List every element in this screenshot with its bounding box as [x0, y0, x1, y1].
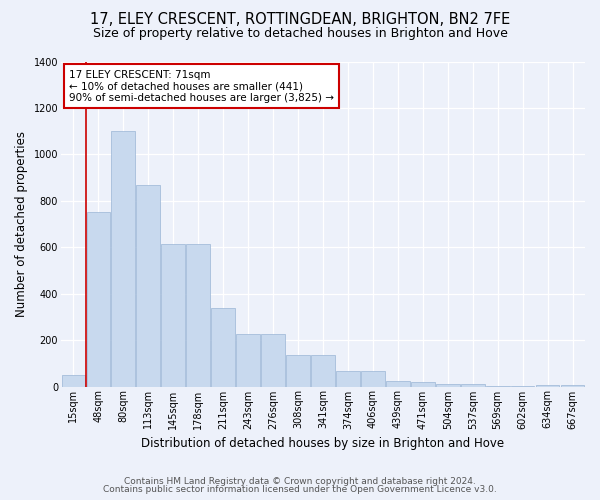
Y-axis label: Number of detached properties: Number of detached properties — [15, 131, 28, 317]
Text: Contains public sector information licensed under the Open Government Licence v3: Contains public sector information licen… — [103, 485, 497, 494]
Bar — [112, 131, 135, 386]
Bar — [161, 244, 185, 386]
Bar — [336, 370, 360, 386]
X-axis label: Distribution of detached houses by size in Brighton and Hove: Distribution of detached houses by size … — [142, 437, 505, 450]
Bar — [386, 380, 410, 386]
Bar — [436, 384, 460, 386]
Bar — [62, 375, 85, 386]
Bar — [236, 334, 260, 386]
Bar — [461, 384, 485, 386]
Bar — [86, 212, 110, 386]
Bar — [187, 244, 210, 386]
Bar — [286, 355, 310, 386]
Bar — [361, 370, 385, 386]
Bar — [261, 334, 285, 386]
Text: 17 ELEY CRESCENT: 71sqm
← 10% of detached houses are smaller (441)
90% of semi-d: 17 ELEY CRESCENT: 71sqm ← 10% of detache… — [69, 70, 334, 103]
Bar — [136, 184, 160, 386]
Text: Size of property relative to detached houses in Brighton and Hove: Size of property relative to detached ho… — [92, 28, 508, 40]
Bar — [311, 355, 335, 386]
Bar — [211, 308, 235, 386]
Bar — [411, 382, 434, 386]
Text: 17, ELEY CRESCENT, ROTTINGDEAN, BRIGHTON, BN2 7FE: 17, ELEY CRESCENT, ROTTINGDEAN, BRIGHTON… — [90, 12, 510, 28]
Text: Contains HM Land Registry data © Crown copyright and database right 2024.: Contains HM Land Registry data © Crown c… — [124, 477, 476, 486]
